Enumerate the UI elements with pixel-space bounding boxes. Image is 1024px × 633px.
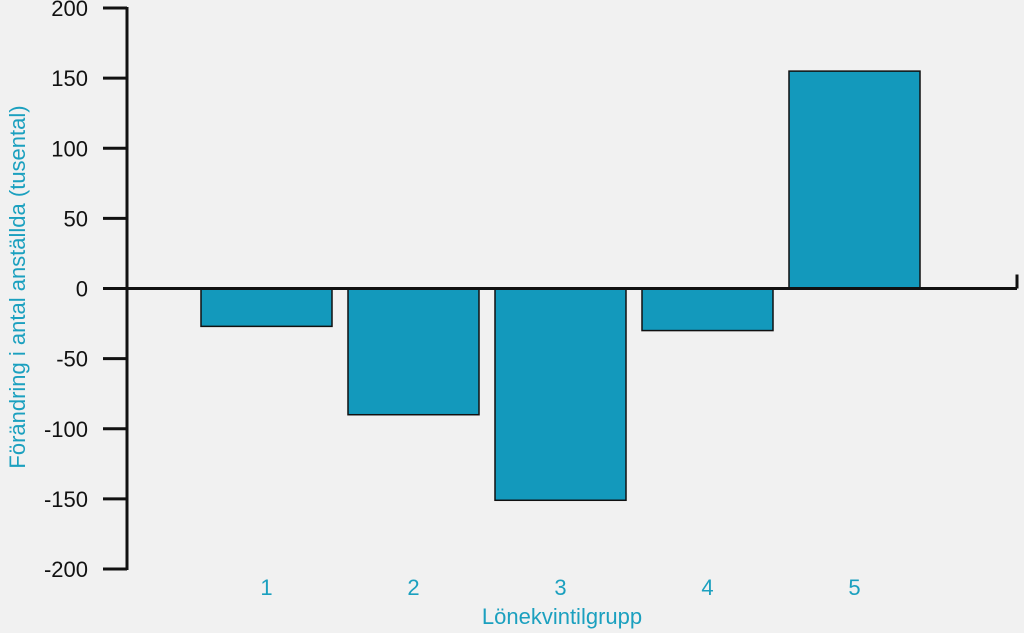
y-tick-label--200: -200 [44, 557, 88, 582]
bar-5 [788, 70, 921, 290]
y-tick-label-150: 150 [51, 66, 88, 91]
x-tick-label-2: 2 [407, 575, 419, 600]
axes-layer [103, 6, 1019, 571]
labels-layer: 1 2 3 4 5 200 150 100 50 0 -50 -100 -150 -200 [44, 0, 861, 600]
y-tick-label--150: -150 [44, 487, 88, 512]
x-tick-label-3: 3 [554, 575, 566, 600]
y-axis-title: Förändring i antal anställda (tusental) [5, 105, 30, 468]
x-tick-label-1: 1 [260, 575, 272, 600]
y-tick-label--50: -50 [56, 347, 88, 372]
y-tick-label-100: 100 [51, 136, 88, 161]
bars-layer [200, 70, 921, 502]
bar-2 [347, 287, 480, 416]
x-tick-label-5: 5 [848, 575, 860, 600]
y-tick-label--100: -100 [44, 417, 88, 442]
y-tick-label-0: 0 [76, 277, 88, 302]
y-tick-label-50: 50 [64, 206, 88, 231]
x-axis-title: Lönekvintilgrupp [482, 604, 642, 629]
x-tick-label-4: 4 [701, 575, 713, 600]
bar-1 [200, 287, 333, 328]
bar-3 [494, 287, 627, 502]
bar-4 [641, 287, 774, 332]
y-tick-label-200: 200 [51, 0, 88, 21]
